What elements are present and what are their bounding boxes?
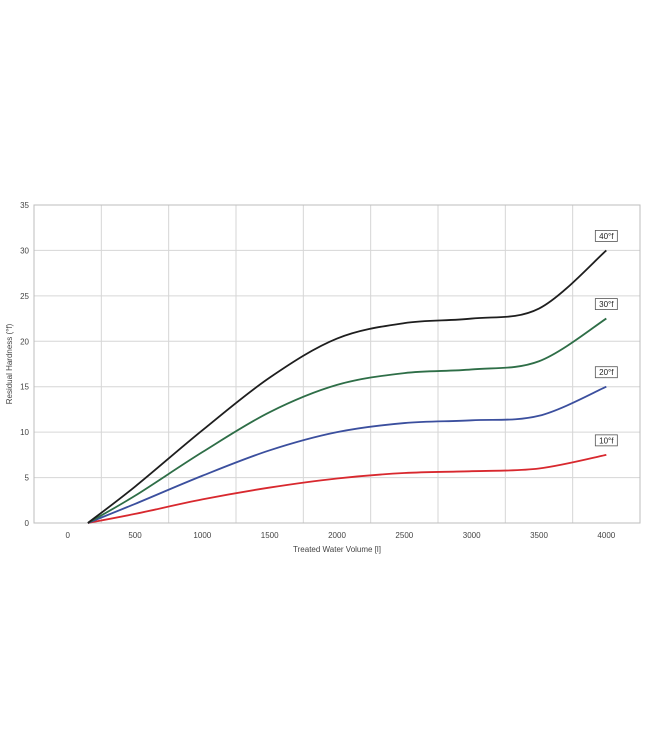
series-label: 40°f (594, 230, 618, 242)
y-tick-label: 5 (25, 474, 30, 483)
series-line (87, 453, 607, 524)
series-lines (87, 249, 607, 524)
series-label-text: 20°f (599, 368, 614, 377)
series-label-box (594, 366, 618, 379)
grid (33, 204, 641, 524)
series-labels: 10°f 20°f 30°f 40°f (594, 230, 618, 447)
x-tick-labels: 0 500 1000 1500 2000 2500 3000 3500 4000 (65, 531, 615, 540)
y-tick-label: 10 (20, 428, 29, 437)
x-tick-label: 1000 (193, 531, 211, 540)
series-label: 10°f (594, 434, 618, 447)
x-tick-label: 3000 (463, 531, 481, 540)
x-axis-title: Treated Water Volume [l] (293, 545, 381, 554)
x-tick-label: 500 (128, 531, 142, 540)
series-label: 20°f (594, 366, 618, 379)
x-tick-label: 2000 (328, 531, 346, 540)
y-tick-label: 35 (20, 201, 29, 210)
series-label-text: 10°f (599, 436, 614, 445)
y-axis-title: Residual Hardness (°f) (5, 323, 14, 404)
series-line (87, 317, 607, 524)
x-tick-label: 0 (65, 531, 70, 540)
series-line (87, 385, 607, 524)
x-tick-label: 4000 (597, 531, 615, 540)
series-line (87, 249, 607, 524)
x-tick-label: 2500 (395, 531, 413, 540)
plot-frame (33, 204, 641, 524)
y-tick-label: 30 (20, 246, 29, 255)
series-label-text: 30°f (599, 300, 614, 309)
y-tick-label: 25 (20, 292, 29, 301)
x-tick-label: 3500 (530, 531, 548, 540)
series-label-box (594, 230, 618, 242)
series-label: 30°f (594, 298, 618, 310)
y-tick-label: 0 (25, 519, 30, 528)
y-tick-label: 15 (20, 383, 29, 392)
series-label-box (594, 434, 618, 447)
y-tick-labels: 0 5 10 15 20 25 30 35 (20, 201, 29, 528)
series-label-text: 40°f (599, 232, 614, 241)
y-tick-label: 20 (20, 337, 29, 346)
series-label-box (594, 298, 618, 310)
x-tick-label: 1500 (261, 531, 279, 540)
